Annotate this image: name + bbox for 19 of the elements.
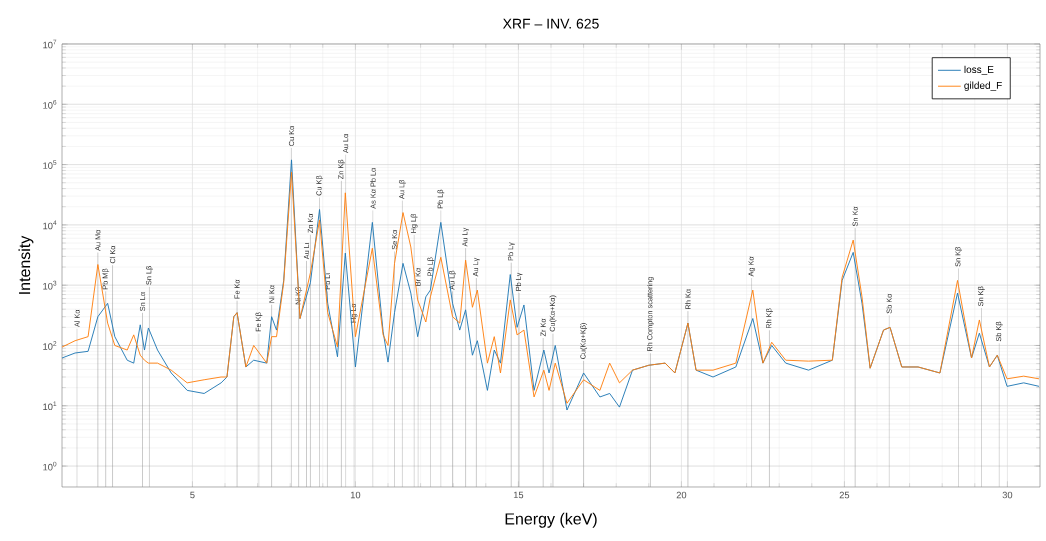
x-tick-label: 5 (190, 491, 195, 499)
y-tick-label: 10$^{0}$ (43, 461, 57, 471)
y-tick-label: 10$^{6}$ (43, 99, 57, 109)
x-tick-label: 10 (350, 491, 361, 499)
y-axis-title: Intensity (18, 235, 34, 294)
x-tick-label: 15 (513, 491, 524, 499)
legend-label: loss_E (964, 65, 994, 75)
y-tick-label: 10$^{7}$ (43, 39, 57, 49)
y-tick-label: 10$^{3}$ (43, 280, 57, 290)
legend-label: gilded_F (964, 81, 1002, 91)
x-tick-label: 25 (839, 491, 850, 499)
x-tick-label: 30 (1002, 491, 1013, 499)
chart-title: XRF – INV. 625 (502, 18, 599, 29)
y-tick-label: 10$^{5}$ (43, 160, 57, 169)
x-tick-label: 20 (676, 491, 687, 499)
y-tick-label: 10$^{1}$ (43, 401, 57, 411)
x-axis-title: Energy (keV) (505, 512, 597, 528)
y-tick-label: 10$^{2}$ (43, 341, 57, 350)
y-tick-label: 10$^{4}$ (43, 220, 57, 230)
